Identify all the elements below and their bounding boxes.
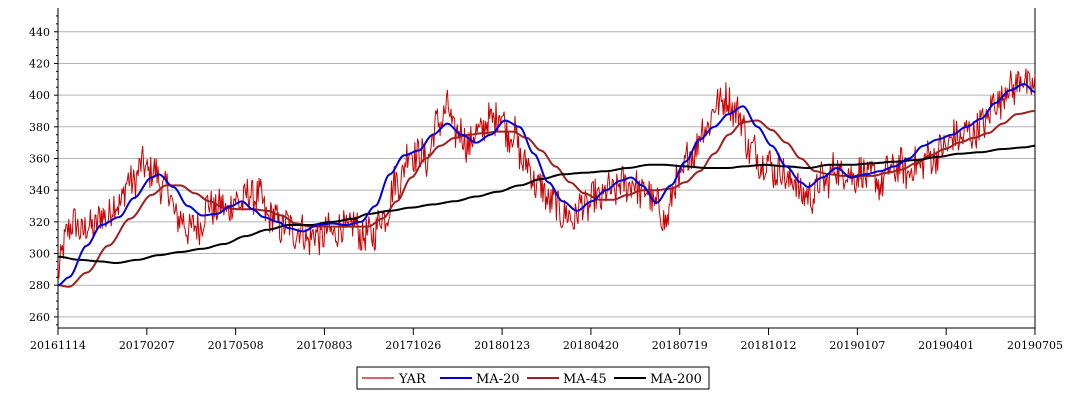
axes — [57, 8, 1036, 329]
x-tick-label-20180719: 20180719 — [652, 339, 708, 352]
x-tick-label-20190107: 20190107 — [829, 339, 885, 352]
x-tick-label-20180123: 20180123 — [474, 339, 530, 352]
legend: YAR MA-20 MA-45 MA-200 — [356, 366, 710, 390]
y-tick-label-280: 280 — [29, 279, 50, 292]
y-tick-label-440: 440 — [29, 26, 50, 39]
legend-item-ma-20: MA-20 — [440, 372, 520, 387]
legend-label-yar: YAR — [398, 372, 427, 387]
y-axis-ticks: 260 280 300 320 340 360 380 400 420 440 — [29, 15, 58, 326]
y-tick-label-340: 340 — [29, 184, 50, 197]
y-tick-label-360: 360 — [29, 152, 50, 165]
series-line-ma-45 — [57, 110, 1036, 288]
legend-label-ma-20: MA-20 — [476, 372, 520, 387]
gridlines — [58, 31, 1035, 318]
legend-item-ma-45: MA-45 — [527, 372, 607, 387]
legend-label-ma-200: MA-200 — [650, 372, 702, 387]
x-tick-label-20161114: 20161114 — [30, 339, 86, 352]
x-tick-label-20190401: 20190401 — [918, 339, 974, 352]
y-tick-label-320: 320 — [29, 216, 50, 229]
series-line-ma-20 — [57, 83, 1036, 287]
x-tick-label-20181012: 20181012 — [741, 339, 797, 352]
legend-item-yar: YAR — [362, 372, 427, 387]
y-tick-label-420: 420 — [29, 57, 50, 70]
x-tick-label-20180420: 20180420 — [563, 339, 619, 352]
legend-label-ma-45: MA-45 — [563, 372, 607, 387]
x-tick-label-20170508: 20170508 — [208, 339, 264, 352]
x-tick-label-20170803: 20170803 — [296, 339, 352, 352]
x-tick-label-20170207: 20170207 — [119, 339, 175, 352]
y-tick-label-380: 380 — [29, 121, 50, 134]
x-tick-label-20171026: 20171026 — [385, 339, 441, 352]
series-line-ma-200 — [57, 144, 1036, 264]
y-tick-label-400: 400 — [29, 89, 50, 102]
y-tick-label-260: 260 — [29, 311, 50, 324]
series-lines — [57, 68, 1036, 288]
y-tick-label-300: 300 — [29, 248, 50, 261]
x-tick-label-20190705: 20190705 — [1007, 339, 1063, 352]
x-axis-ticks: 20161114 20170207 20170508 20170803 20171026… — [30, 328, 1063, 352]
legend-item-ma-200: MA-200 — [614, 372, 702, 387]
